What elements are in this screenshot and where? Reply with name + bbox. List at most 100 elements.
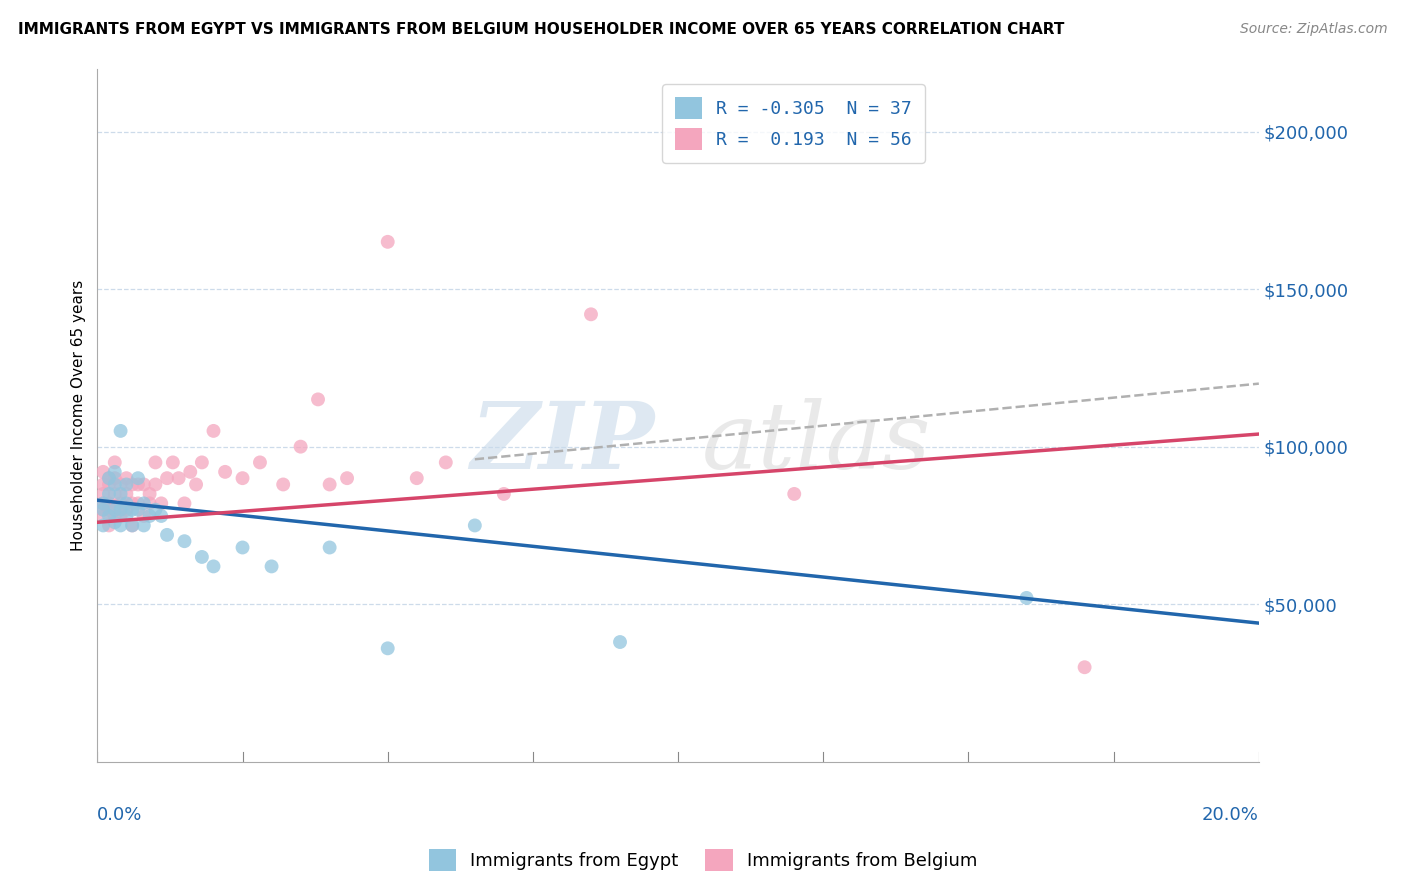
Point (127, 502, 149, 516)
Point (98, 502, 121, 516)
Point (110, 518, 132, 533)
Point (132, 518, 155, 533)
Point (336, 471, 359, 485)
Point (110, 424, 132, 438)
Point (98, 477, 121, 491)
Point (98, 518, 121, 533)
Point (167, 471, 190, 485)
Point (110, 477, 132, 491)
Point (249, 455, 271, 469)
Point (271, 477, 294, 491)
Point (91, 496, 114, 510)
Point (91, 477, 114, 491)
Point (98, 471, 121, 485)
Point (184, 477, 207, 491)
Point (214, 465, 236, 479)
Point (91, 502, 114, 516)
Point (91, 508, 114, 523)
Point (156, 528, 179, 542)
Point (1073, 660, 1095, 674)
Text: ZIP: ZIP (471, 398, 655, 488)
Point (609, 635, 631, 649)
Point (104, 516, 127, 530)
Text: 0.0%: 0.0% (97, 805, 143, 824)
Point (115, 471, 138, 485)
Text: IMMIGRANTS FROM EGYPT VS IMMIGRANTS FROM BELGIUM HOUSEHOLDER INCOME OVER 65 YEAR: IMMIGRANTS FROM EGYPT VS IMMIGRANTS FROM… (18, 22, 1064, 37)
Point (579, 307, 602, 321)
Point (127, 477, 149, 491)
Point (98, 471, 121, 485)
Point (110, 502, 132, 516)
Point (104, 455, 127, 469)
Point (98, 508, 121, 523)
Point (138, 508, 160, 523)
Point (138, 487, 160, 501)
Legend: Immigrants from Egypt, Immigrants from Belgium: Immigrants from Egypt, Immigrants from B… (422, 842, 984, 879)
Point (104, 465, 127, 479)
Point (145, 455, 167, 469)
Y-axis label: Householder Income Over 65 years: Householder Income Over 65 years (72, 279, 86, 550)
Point (202, 559, 225, 574)
Point (104, 477, 127, 491)
Point (1015, 591, 1038, 605)
Point (434, 455, 457, 469)
Point (132, 508, 155, 523)
Point (290, 440, 312, 454)
Point (91, 518, 114, 533)
Point (121, 518, 143, 533)
Point (110, 487, 132, 501)
Point (121, 518, 143, 533)
Point (179, 465, 201, 479)
Point (150, 496, 173, 510)
Point (104, 487, 127, 501)
Point (145, 477, 167, 491)
Point (121, 477, 143, 491)
Point (260, 559, 283, 574)
Point (110, 496, 132, 510)
Point (115, 477, 138, 491)
Point (377, 641, 399, 656)
Point (307, 392, 329, 407)
Text: 20.0%: 20.0% (1202, 805, 1258, 824)
Point (318, 541, 340, 555)
Point (132, 496, 155, 510)
Point (115, 487, 138, 501)
Point (232, 541, 254, 555)
Point (783, 487, 806, 501)
Point (318, 477, 340, 491)
Point (98, 496, 121, 510)
Point (115, 496, 138, 510)
Point (232, 471, 254, 485)
Point (91, 496, 114, 510)
Point (115, 502, 138, 516)
Point (91, 465, 114, 479)
Point (104, 471, 127, 485)
Point (104, 508, 127, 523)
Point (162, 455, 184, 469)
Point (138, 496, 160, 510)
Legend: R = -0.305  N = 37, R =  0.193  N = 56: R = -0.305 N = 37, R = 0.193 N = 56 (662, 85, 925, 163)
Point (202, 424, 225, 438)
Point (127, 496, 149, 510)
Point (127, 471, 149, 485)
Point (464, 518, 486, 533)
Point (156, 471, 179, 485)
Point (191, 455, 214, 469)
Point (91, 502, 114, 516)
Point (173, 534, 195, 549)
Point (121, 502, 143, 516)
Text: atlas: atlas (702, 398, 931, 488)
Point (121, 496, 143, 510)
Point (110, 508, 132, 523)
Point (377, 235, 399, 249)
Point (104, 502, 127, 516)
Point (173, 496, 195, 510)
Text: Source: ZipAtlas.com: Source: ZipAtlas.com (1240, 22, 1388, 37)
Point (132, 477, 155, 491)
Point (91, 487, 114, 501)
Point (98, 487, 121, 501)
Point (191, 549, 214, 564)
Point (115, 508, 138, 523)
Point (145, 502, 167, 516)
Point (405, 471, 427, 485)
